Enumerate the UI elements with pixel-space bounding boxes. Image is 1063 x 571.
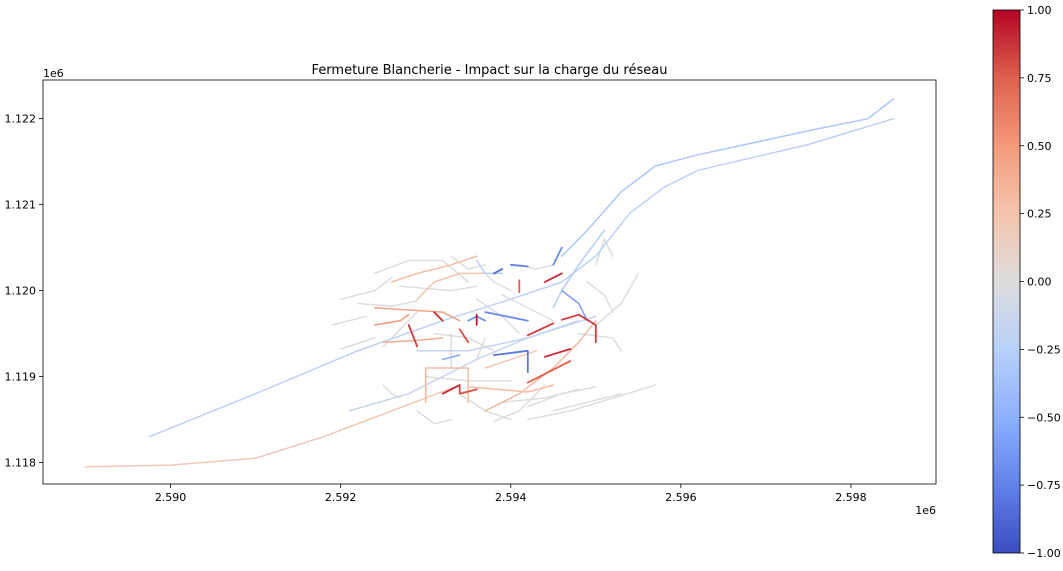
colorbar: −1.00 −0.75 −0.50 −0.25 0.00 0.25 0.50 0.75 1.00 bbox=[992, 4, 1061, 560]
road-segment bbox=[543, 272, 563, 283]
road-segment bbox=[561, 289, 589, 322]
road-segment bbox=[595, 272, 640, 326]
x-axis-offset-label: 1e6 bbox=[915, 504, 936, 517]
road-segment bbox=[148, 117, 895, 438]
y-axis: 1.118 1.119 1.120 1.121 1.122 bbox=[5, 113, 43, 470]
road-segment bbox=[501, 294, 555, 322]
colorbar-tick-label: 0.00 bbox=[1027, 276, 1052, 289]
road-segment bbox=[543, 348, 572, 358]
road-segment bbox=[493, 384, 546, 423]
road-segment bbox=[390, 255, 478, 283]
road-segment bbox=[552, 229, 606, 309]
x-tick-label: 2.590 bbox=[155, 491, 187, 504]
road-segment bbox=[407, 324, 419, 348]
colorbar-tick-label: 1.00 bbox=[1027, 4, 1052, 17]
road-segment bbox=[509, 263, 529, 268]
colorbar-tick-label: 0.50 bbox=[1027, 140, 1052, 153]
x-tick-label: 2.596 bbox=[665, 491, 697, 504]
road-segment bbox=[373, 259, 469, 283]
road-segment bbox=[561, 98, 895, 257]
road-segment bbox=[560, 313, 597, 344]
road-segment bbox=[527, 384, 657, 421]
y-tick-label: 1.122 bbox=[5, 113, 37, 126]
road-segment bbox=[373, 313, 410, 326]
plot-area bbox=[42, 79, 937, 485]
x-tick-label: 2.592 bbox=[325, 491, 357, 504]
road-segment bbox=[450, 255, 486, 270]
colorbar-tick-label: −0.50 bbox=[1027, 411, 1061, 424]
road-segment bbox=[467, 384, 555, 393]
colorbar-tick-label: 0.25 bbox=[1027, 208, 1052, 221]
x-tick-label: 2.594 bbox=[495, 491, 527, 504]
x-tick-label: 2.598 bbox=[835, 491, 867, 504]
road-segment bbox=[331, 315, 367, 326]
road-segment bbox=[458, 384, 478, 395]
road-segment bbox=[84, 384, 461, 468]
road-segment bbox=[484, 319, 597, 412]
road-segment bbox=[552, 392, 623, 412]
road-segment bbox=[416, 272, 486, 300]
road-segment bbox=[492, 268, 504, 275]
colorbar-tick-label: −0.75 bbox=[1027, 479, 1061, 492]
road-segment bbox=[578, 332, 623, 352]
x-axis: 2.590 2.592 2.594 2.596 2.598 bbox=[155, 484, 867, 504]
road-segment bbox=[441, 354, 461, 361]
road-segment bbox=[484, 272, 512, 292]
road-segment bbox=[484, 311, 529, 322]
chart-title: Fermeture Blancherie - Impact sur la cha… bbox=[312, 63, 668, 78]
road-segment bbox=[382, 337, 444, 343]
plot-background bbox=[43, 80, 936, 484]
road-segment bbox=[526, 360, 572, 384]
y-tick-label: 1.118 bbox=[5, 457, 37, 470]
road-segment bbox=[552, 246, 563, 266]
plot-frame bbox=[42, 79, 937, 485]
road-segment bbox=[526, 322, 555, 337]
y-tick-label: 1.120 bbox=[5, 285, 37, 298]
road-segment bbox=[433, 311, 444, 322]
road-segment bbox=[382, 311, 418, 348]
road-segment bbox=[441, 384, 461, 395]
road-segment bbox=[339, 276, 393, 300]
colorbar-tick-label: −1.00 bbox=[1027, 547, 1061, 560]
colorbar-tick-label: −0.25 bbox=[1027, 343, 1061, 356]
road-segment bbox=[586, 281, 614, 313]
y-tick-label: 1.119 bbox=[5, 371, 37, 384]
road-segment bbox=[492, 349, 529, 374]
y-tick-label: 1.121 bbox=[5, 199, 37, 212]
road-segment bbox=[416, 319, 580, 352]
road-segment bbox=[527, 386, 597, 408]
road-segment bbox=[399, 285, 478, 292]
road-segment bbox=[339, 337, 376, 350]
road-segment bbox=[458, 328, 470, 344]
road-segment bbox=[416, 410, 452, 425]
colorbar-tick-label: 0.75 bbox=[1027, 72, 1052, 85]
road-segment bbox=[373, 307, 461, 322]
road-segment bbox=[356, 300, 418, 307]
y-axis-offset-label: 1e6 bbox=[43, 67, 64, 80]
colorbar-gradient bbox=[992, 9, 1021, 554]
road-segment bbox=[595, 238, 614, 266]
